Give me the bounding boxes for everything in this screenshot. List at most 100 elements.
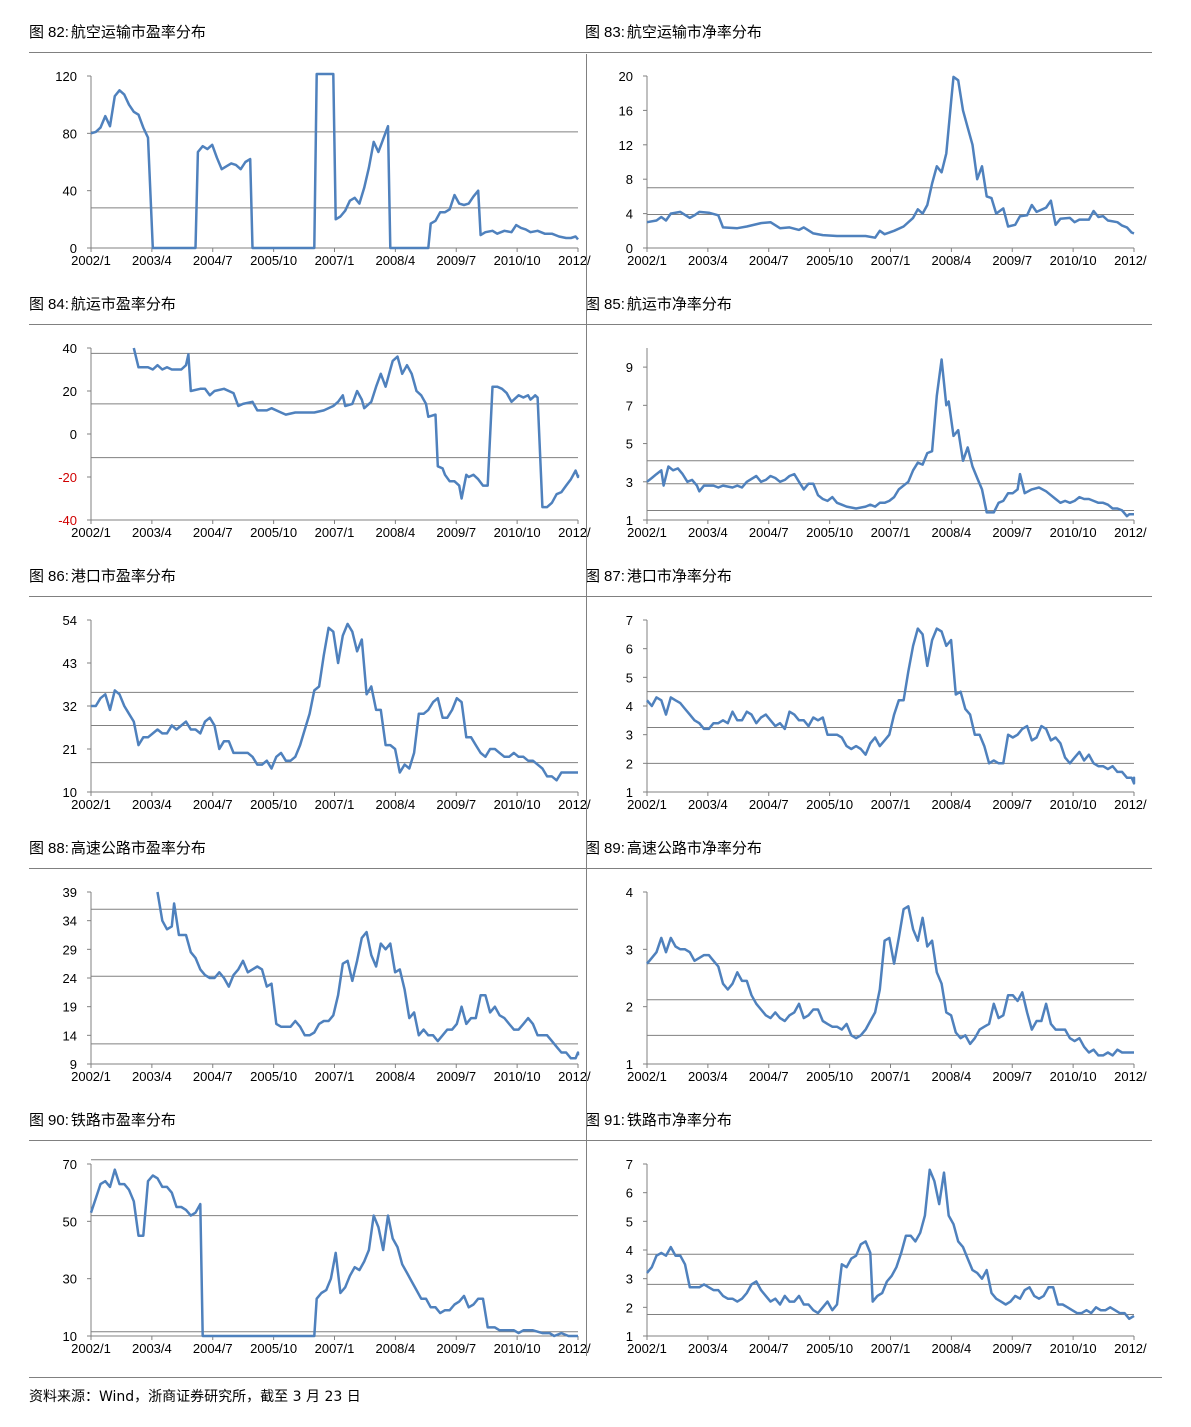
y-tick-label: 9 (626, 360, 633, 375)
figure-number: 82: (48, 24, 69, 41)
footer-rule (29, 1377, 1162, 1378)
y-tick-label: 30 (63, 1272, 77, 1287)
chart-91: 1 2 3 4 5 6 7 2002/1 2003/4 2004/7 2005/10 2007/1 20… (626, 1157, 1147, 1356)
y-tick-label: 20 (63, 384, 77, 399)
series-line (90, 72, 579, 250)
y-tick-label: 10 (63, 1329, 77, 1344)
caption-rule (585, 1140, 1152, 1141)
y-tick-label: 34 (63, 914, 77, 929)
x-tick-label: 2003/4 (132, 797, 172, 812)
x-tick-label: 2012/1 (1114, 525, 1147, 540)
y-tick-label: 6 (626, 1186, 633, 1201)
y-tick-label: 12 (619, 138, 633, 153)
x-tick-label: 2002/1 (71, 797, 111, 812)
caption-rule (29, 52, 596, 53)
caption-rule (585, 596, 1152, 597)
chart-89: 1 2 3 4 2002/1 2003/4 2004/7 2005/10 2007/1 2008/… (626, 885, 1147, 1084)
figure-number: 83: (604, 24, 625, 41)
x-tick-label: 2004/7 (193, 525, 233, 540)
chart-panel-86: 图 86: 港口市盈率分布 10 21 32 43 54 2002/1 2003/4 2004/7 2… (29, 544, 596, 816)
y-tick-label: 70 (63, 1157, 77, 1172)
y-tick-label: 54 (63, 613, 77, 628)
x-tick-label: 2007/1 (315, 1069, 355, 1084)
x-tick-label: 2008/4 (375, 797, 415, 812)
series-line (132, 347, 580, 509)
figure-label: 图 (585, 295, 601, 313)
x-tick-label: 2005/10 (806, 1341, 853, 1356)
x-tick-label: 2012/1 (1114, 1341, 1147, 1356)
y-tick-label: 3 (626, 942, 633, 957)
x-tick-label: 2009/7 (436, 1069, 476, 1084)
x-tick-label: 2005/10 (250, 797, 297, 812)
x-tick-label: 2004/7 (193, 797, 233, 812)
x-tick-label: 2003/4 (688, 797, 728, 812)
y-tick-label: 80 (63, 126, 77, 141)
series-line (156, 891, 580, 1060)
chart-86: 10 21 32 43 54 2002/1 2003/4 2004/7 2005/10 2007/… (63, 613, 591, 812)
x-tick-label: 2007/1 (315, 253, 355, 268)
chart-83: 0 4 8 12 16 20 2002/1 2003/4 2004/7 2005/10 2007/1… (619, 69, 1147, 268)
y-tick-label: 3 (626, 475, 633, 490)
y-tick-label: 7 (626, 613, 633, 628)
figure-label: 图 (29, 567, 45, 585)
chart-panel-85: 图 85: 航运市净率分布 1 3 5 7 9 2002/1 2003/4 2004/7 2005/1… (585, 272, 1152, 544)
y-tick-label: 5 (626, 437, 633, 452)
y-tick-label: 5 (626, 670, 633, 685)
chart-title: 航运市盈率分布 (70, 295, 176, 313)
y-tick-label: 2 (626, 1000, 633, 1015)
x-tick-label: 2007/1 (315, 797, 355, 812)
x-tick-label: 2008/4 (375, 525, 415, 540)
x-tick-label: 2010/10 (1050, 1341, 1097, 1356)
chart-title: 港口市盈率分布 (70, 567, 176, 585)
y-tick-label: 8 (626, 172, 633, 187)
x-tick-label: 2010/10 (494, 1069, 541, 1084)
chart-85: 1 3 5 7 9 2002/1 2003/4 2004/7 2005/10 2007/1 2008… (626, 348, 1147, 540)
x-tick-label: 2012/1 (558, 1069, 591, 1084)
x-tick-label: 2002/1 (627, 797, 667, 812)
x-tick-label: 2005/10 (806, 797, 853, 812)
y-tick-label: 1 (626, 513, 633, 528)
x-tick-label: 2002/1 (627, 525, 667, 540)
series-line (89, 1168, 578, 1338)
chart-caption: 图 89: 高速公路市净率分布 (585, 838, 762, 859)
figure-number: 90: (48, 1112, 69, 1129)
chart-caption: 图 83: 航空运输市净率分布 (585, 22, 762, 43)
x-tick-label: 2003/4 (688, 1069, 728, 1084)
y-tick-label: 5 (626, 1214, 633, 1229)
x-tick-label: 2008/4 (931, 253, 971, 268)
x-tick-label: 2009/7 (436, 253, 476, 268)
y-tick-label: 3 (626, 1272, 633, 1287)
chart-title: 航空运输市盈率分布 (70, 23, 206, 41)
source-note: 资料来源：Wind，浙商证券研究所，截至 3 月 23 日 (29, 1389, 361, 1405)
x-tick-label: 2002/1 (71, 253, 111, 268)
x-tick-label: 2010/10 (494, 797, 541, 812)
x-tick-label: 2008/4 (375, 1341, 415, 1356)
x-tick-label: 2010/10 (494, 253, 541, 268)
x-tick-label: 2002/1 (71, 1069, 111, 1084)
x-tick-label: 2005/10 (250, 1069, 297, 1084)
x-tick-label: 2003/4 (688, 253, 728, 268)
x-tick-label: 2009/7 (992, 1069, 1032, 1084)
x-tick-label: 2002/1 (627, 1069, 667, 1084)
figure-number: 89: (604, 840, 625, 857)
x-tick-label: 2004/7 (749, 253, 789, 268)
chart-panel-83: 图 83: 航空运输市净率分布 0 4 8 12 16 20 2002/1 2003/4 2004/7… (585, 0, 1152, 272)
figure-number: 87: (604, 568, 625, 585)
chart-title: 高速公路市净率分布 (626, 839, 762, 857)
y-tick-label: -20 (58, 470, 77, 485)
y-tick-label: 39 (63, 885, 77, 900)
chart-panel-90: 图 90: 铁路市盈率分布 10 30 50 70 2002/1 2003/4 2004/7 200… (29, 1088, 596, 1360)
x-tick-label: 2003/4 (132, 1341, 172, 1356)
x-tick-label: 2012/1 (558, 797, 591, 812)
chart-87: 1 2 3 4 5 6 7 2002/1 2003/4 2004/7 2005/10 2007/1 20… (626, 613, 1147, 812)
x-tick-label: 2012/1 (558, 1341, 591, 1356)
x-tick-label: 2012/1 (1114, 253, 1147, 268)
chart-caption: 图 86: 港口市盈率分布 (29, 566, 176, 587)
chart-panel-84: 图 84: 航运市盈率分布 -40 -20 0 20 40 2002/1 2003/4 2004/7… (29, 272, 596, 544)
chart-panel-88: 图 88: 高速公路市盈率分布 9 14 19 24 29 34 39 2002/1 2003/4 20… (29, 816, 596, 1088)
x-tick-label: 2004/7 (749, 797, 789, 812)
x-tick-label: 2007/1 (871, 1069, 911, 1084)
chart-caption: 图 82: 航空运输市盈率分布 (29, 22, 206, 43)
x-tick-label: 2008/4 (931, 1341, 971, 1356)
x-tick-label: 2002/1 (71, 1341, 111, 1356)
